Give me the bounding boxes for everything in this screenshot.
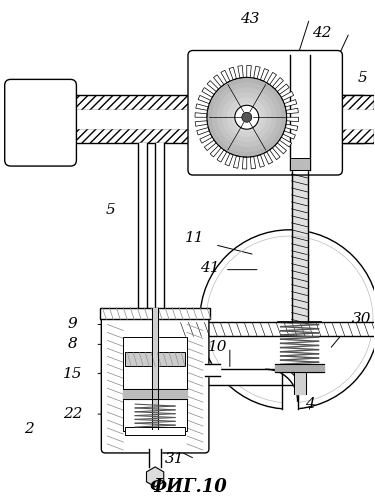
- Text: 42: 42: [312, 25, 331, 39]
- Polygon shape: [283, 131, 296, 139]
- Circle shape: [237, 107, 257, 127]
- Polygon shape: [195, 121, 207, 126]
- Text: 4: 4: [304, 397, 314, 411]
- Polygon shape: [213, 75, 224, 87]
- FancyBboxPatch shape: [101, 315, 209, 453]
- Bar: [335, 128, 374, 143]
- Bar: [56, 95, 364, 110]
- Polygon shape: [281, 91, 294, 100]
- Circle shape: [232, 102, 262, 132]
- Polygon shape: [204, 140, 216, 151]
- Bar: [177, 322, 375, 336]
- Polygon shape: [284, 99, 297, 107]
- Polygon shape: [233, 156, 240, 168]
- Circle shape: [242, 112, 252, 122]
- Polygon shape: [257, 155, 264, 167]
- Text: 9: 9: [68, 317, 77, 331]
- Polygon shape: [229, 67, 237, 80]
- Polygon shape: [285, 124, 298, 131]
- Circle shape: [222, 92, 272, 142]
- Circle shape: [212, 82, 282, 152]
- Polygon shape: [242, 157, 247, 169]
- Polygon shape: [275, 143, 286, 154]
- Polygon shape: [217, 150, 227, 162]
- Circle shape: [207, 77, 286, 157]
- Polygon shape: [225, 153, 233, 166]
- Text: 5: 5: [357, 71, 367, 85]
- Circle shape: [242, 112, 252, 122]
- Circle shape: [217, 87, 277, 147]
- Bar: [123, 337, 187, 431]
- Bar: [100, 307, 210, 319]
- Text: 22: 22: [63, 407, 82, 421]
- Polygon shape: [198, 95, 211, 104]
- Text: 15: 15: [63, 367, 82, 381]
- Polygon shape: [254, 66, 260, 79]
- Bar: [125, 427, 185, 435]
- Polygon shape: [250, 157, 256, 169]
- Polygon shape: [272, 77, 284, 89]
- Polygon shape: [195, 113, 207, 117]
- Polygon shape: [286, 108, 298, 114]
- Polygon shape: [267, 72, 276, 85]
- Polygon shape: [238, 66, 243, 78]
- Polygon shape: [279, 137, 292, 147]
- Polygon shape: [221, 70, 230, 83]
- Polygon shape: [207, 81, 219, 92]
- FancyBboxPatch shape: [5, 79, 76, 166]
- Polygon shape: [202, 87, 214, 97]
- Polygon shape: [264, 152, 273, 164]
- Polygon shape: [200, 134, 212, 143]
- Text: 41: 41: [200, 260, 220, 274]
- Polygon shape: [277, 84, 289, 94]
- FancyBboxPatch shape: [188, 50, 342, 175]
- Text: 8: 8: [68, 337, 77, 351]
- Text: 10: 10: [208, 340, 228, 354]
- Text: ФИГ.10: ФИГ.10: [149, 478, 227, 496]
- Circle shape: [207, 77, 286, 157]
- Text: 5: 5: [105, 203, 115, 217]
- Polygon shape: [260, 68, 268, 81]
- Bar: [335, 95, 374, 110]
- Polygon shape: [197, 128, 209, 135]
- Polygon shape: [147, 467, 164, 487]
- Polygon shape: [247, 65, 251, 77]
- Bar: [290, 158, 309, 170]
- Circle shape: [227, 97, 267, 137]
- Text: 43: 43: [240, 11, 260, 25]
- Bar: [56, 128, 364, 143]
- Bar: [125, 352, 185, 366]
- Text: 30: 30: [352, 312, 371, 326]
- Circle shape: [235, 105, 259, 129]
- Text: 11: 11: [185, 231, 205, 245]
- Polygon shape: [286, 117, 298, 122]
- Polygon shape: [210, 145, 221, 157]
- Circle shape: [200, 230, 375, 409]
- Polygon shape: [270, 148, 280, 160]
- Polygon shape: [196, 104, 208, 110]
- Text: 31: 31: [165, 452, 185, 466]
- Text: 2: 2: [24, 422, 33, 436]
